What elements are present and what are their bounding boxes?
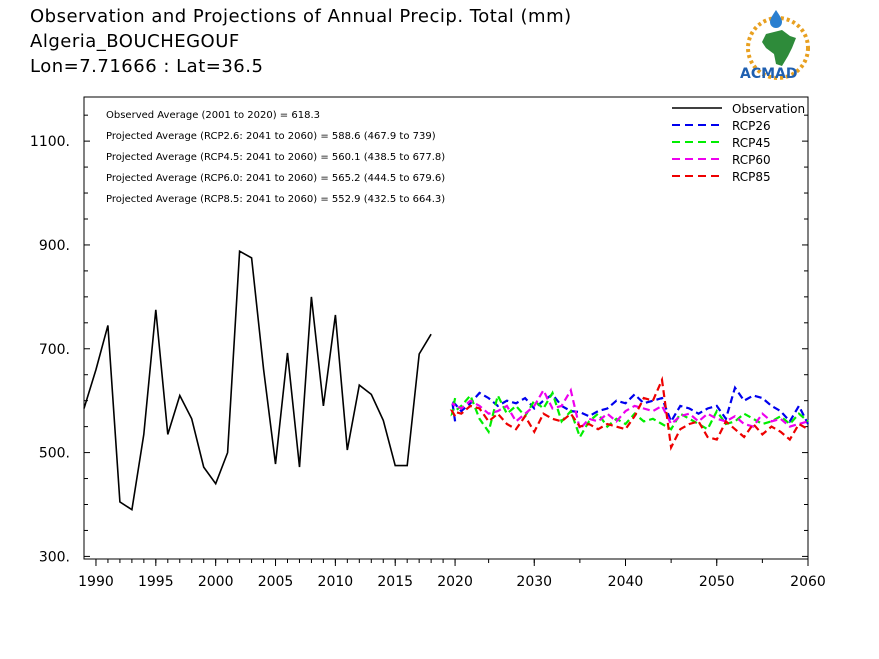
series-line-rcp60 — [451, 387, 809, 432]
x-tick-label: 2020 — [437, 574, 473, 590]
legend: Observation RCP26 RCP45 RCP60 RCP85 — [672, 102, 805, 184]
average-annotation: Projected Average (RCP2.6: 2041 to 2060)… — [106, 131, 436, 142]
average-annotation: Observed Average (2001 to 2020) = 618.3 — [106, 110, 320, 121]
x-tick-label: 1995 — [138, 574, 174, 590]
series-line-observation — [83, 249, 432, 512]
x-tick-label: 2015 — [377, 574, 413, 590]
average-annotation: Projected Average (RCP6.0: 2041 to 2060)… — [106, 173, 445, 184]
legend-label: RCP60 — [732, 153, 771, 167]
series-line-rcp85 — [449, 375, 809, 452]
y-tick-label: 900. — [39, 238, 70, 254]
logo-text: ACMAD — [740, 66, 798, 82]
series-layer — [83, 249, 809, 512]
legend-label: RCP26 — [732, 119, 771, 133]
x-tick-label: 2000 — [198, 574, 234, 590]
x-tick-label: 2060 — [790, 574, 826, 590]
series-line-rcp45 — [450, 390, 809, 440]
acmad-logo: ACMAD — [736, 8, 820, 84]
x-tick-label: 2040 — [608, 574, 644, 590]
x-tick-label: 1990 — [78, 574, 114, 590]
annotations: Observed Average (2001 to 2020) = 618.3 P… — [106, 110, 445, 205]
x-tick-label: 2010 — [318, 574, 354, 590]
y-tick-label: 500. — [39, 446, 70, 462]
average-annotation: Projected Average (RCP8.5: 2041 to 2060)… — [106, 194, 445, 205]
x-tick-label: 2030 — [516, 574, 552, 590]
africa-map-icon — [746, 10, 810, 80]
y-tick-label: 700. — [39, 342, 70, 358]
chart-title: Observation and Projections of Annual Pr… — [30, 6, 572, 27]
station-name: Algeria_BOUCHEGOUF — [30, 31, 240, 52]
y-tick-label: 1100. — [30, 134, 70, 150]
axes: 300. 500. 700. 900. 1100. 1990 1995 2000 2005 201… — [30, 96, 826, 590]
x-tick-label: 2050 — [699, 574, 735, 590]
average-annotation: Projected Average (RCP4.5: 2041 to 2060)… — [106, 152, 445, 163]
station-coordinates: Lon=7.71666 : Lat=36.5 — [30, 56, 264, 77]
legend-label: RCP85 — [732, 170, 771, 184]
x-tick-label: 2005 — [258, 574, 294, 590]
legend-label: Observation — [732, 102, 805, 116]
y-tick-label: 300. — [39, 549, 70, 565]
plot-frame — [83, 96, 809, 560]
legend-label: RCP45 — [732, 136, 771, 150]
series-line-rcp26 — [450, 385, 809, 425]
